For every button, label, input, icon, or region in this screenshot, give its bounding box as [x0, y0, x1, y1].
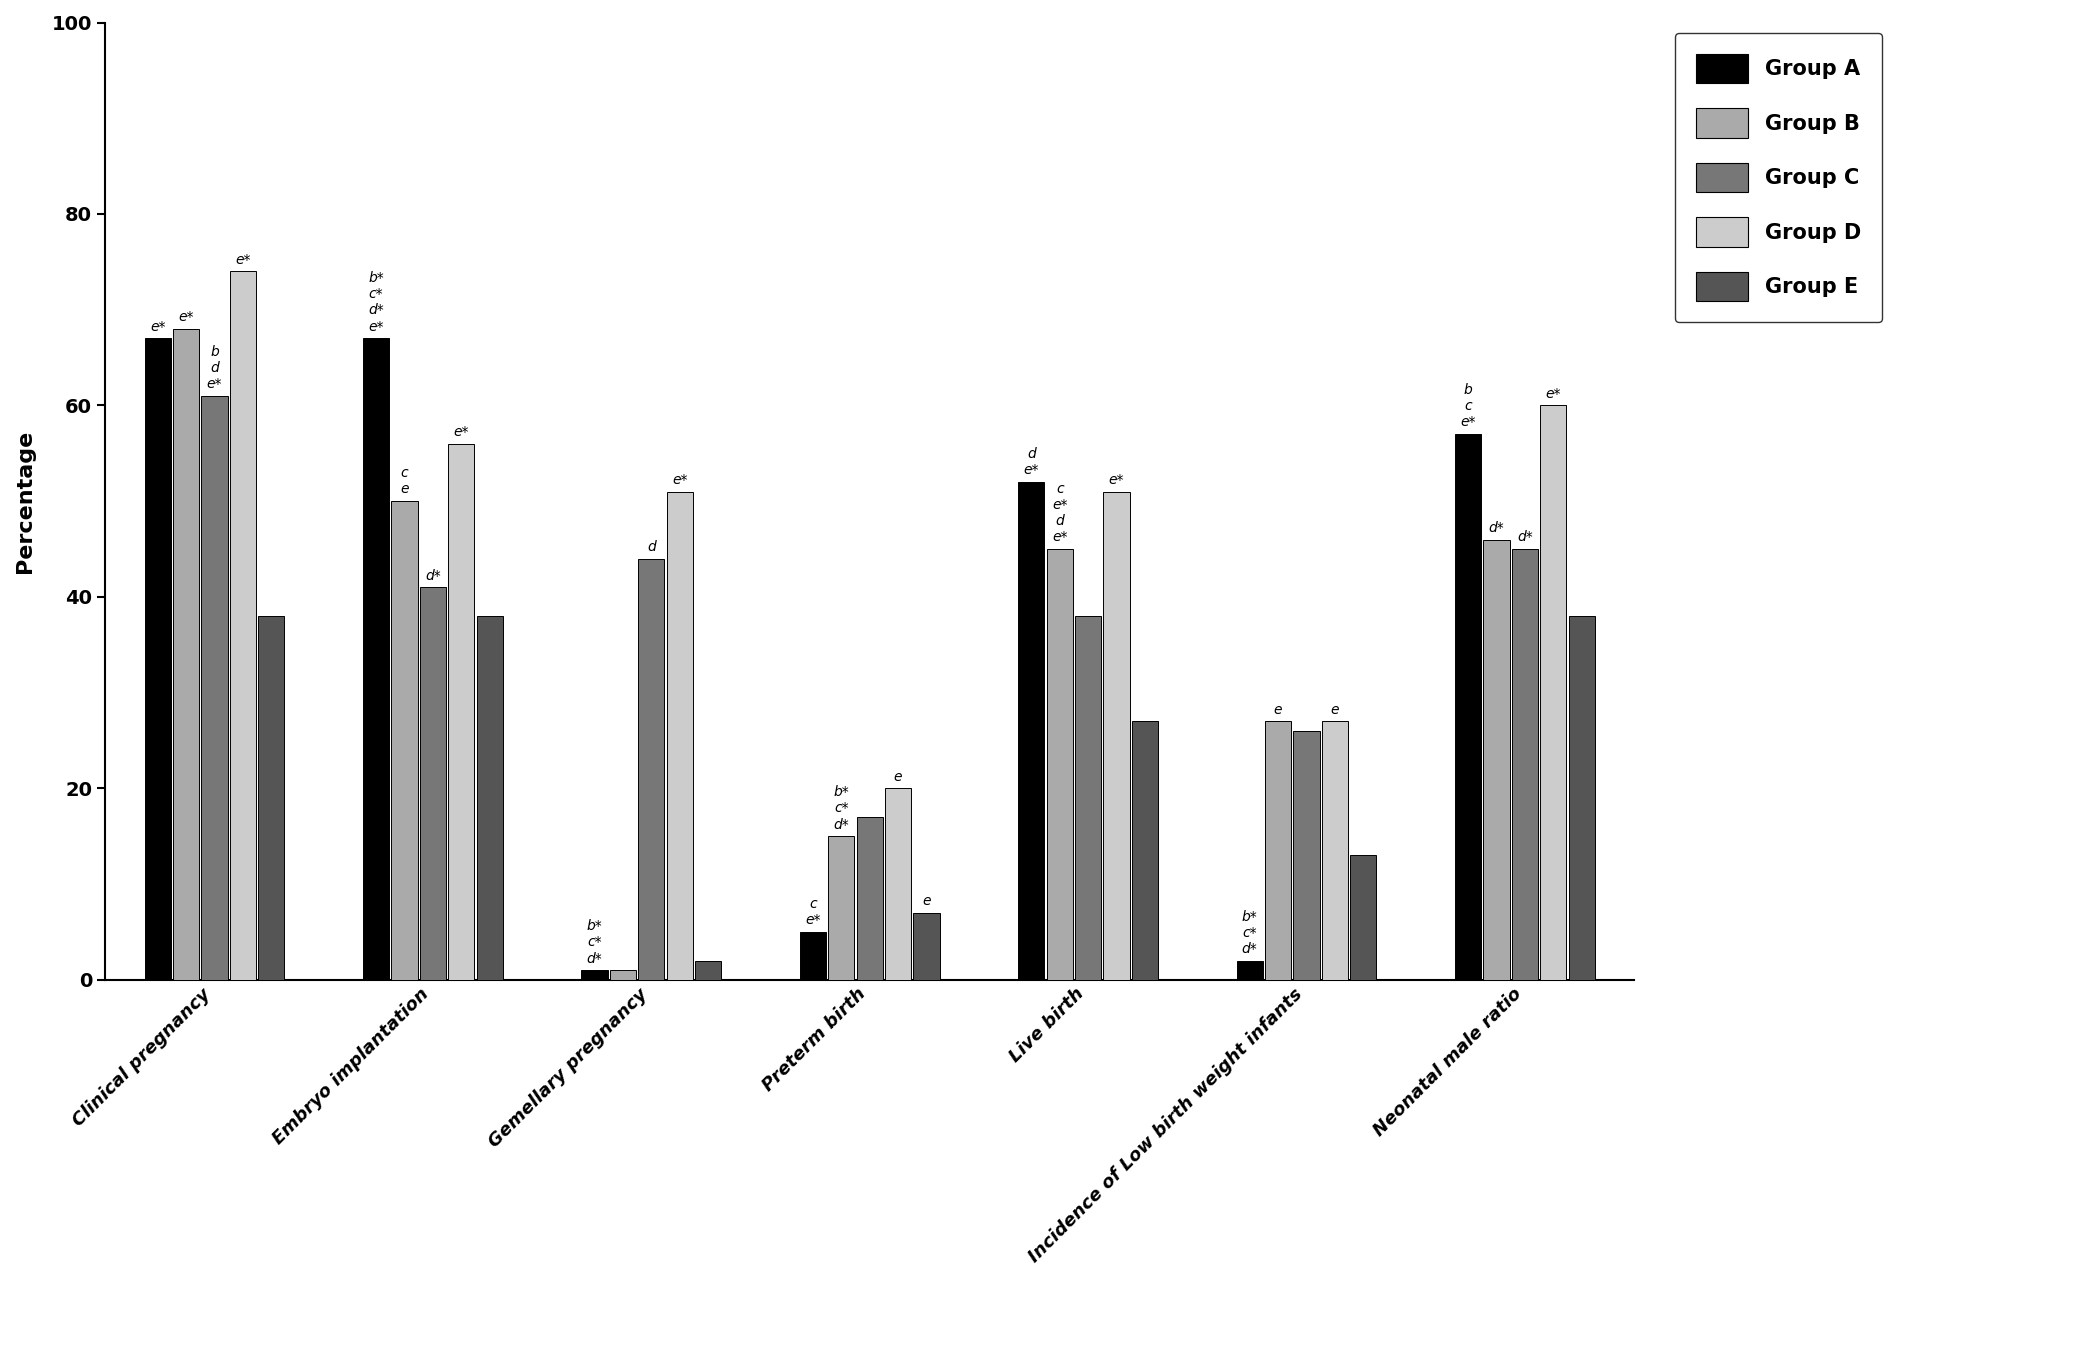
Text: e: e — [1330, 702, 1339, 717]
Bar — [1540, 406, 1567, 980]
Bar — [476, 617, 503, 980]
Y-axis label: Percentage: Percentage — [15, 430, 36, 573]
Legend: Group A, Group B, Group C, Group D, Group E: Group A, Group B, Group C, Group D, Grou… — [1676, 33, 1881, 323]
Bar — [666, 491, 693, 980]
Bar — [230, 271, 256, 980]
Bar — [1456, 434, 1481, 980]
Bar — [1293, 731, 1320, 980]
Text: b*
c*
d*: b* c* d* — [587, 919, 603, 965]
Bar — [201, 396, 228, 980]
Bar — [610, 970, 637, 980]
Bar — [145, 339, 170, 980]
Bar — [913, 913, 939, 980]
Text: e*: e* — [1108, 472, 1125, 487]
Bar — [857, 817, 882, 980]
Bar — [639, 558, 664, 980]
Bar — [696, 961, 721, 980]
Text: d*: d* — [1490, 521, 1504, 535]
Text: e*: e* — [672, 472, 687, 487]
Text: b*
c*
d*
e*: b* c* d* e* — [369, 271, 383, 333]
Text: e*: e* — [453, 425, 469, 440]
Bar — [1236, 961, 1263, 980]
Text: b*
c*
d*: b* c* d* — [834, 785, 848, 832]
Bar — [1569, 617, 1594, 980]
Text: e*: e* — [151, 320, 166, 333]
Text: d: d — [647, 540, 656, 554]
Text: b
d
e*: b d e* — [207, 344, 222, 391]
Bar — [1322, 721, 1347, 980]
Text: e: e — [895, 770, 903, 784]
Bar — [362, 339, 390, 980]
Bar — [1513, 548, 1538, 980]
Bar — [448, 444, 473, 980]
Text: d*: d* — [425, 569, 440, 583]
Bar — [1104, 491, 1129, 980]
Text: e*: e* — [178, 310, 195, 324]
Bar — [258, 617, 285, 980]
Bar — [884, 788, 911, 980]
Bar — [828, 836, 855, 980]
Text: e*: e* — [1546, 387, 1561, 400]
Bar — [174, 329, 199, 980]
Text: c
e*: c e* — [804, 897, 821, 927]
Bar — [392, 501, 417, 980]
Bar — [419, 588, 446, 980]
Bar — [1048, 548, 1073, 980]
Text: e: e — [1274, 702, 1282, 717]
Text: b*
c*
d*: b* c* d* — [1242, 909, 1257, 955]
Text: b
c
e*: b c e* — [1460, 382, 1475, 430]
Text: e*: e* — [235, 253, 251, 267]
Text: d
e*: d e* — [1024, 446, 1039, 478]
Bar — [1131, 721, 1159, 980]
Text: e: e — [922, 894, 930, 908]
Text: d*: d* — [1517, 531, 1534, 544]
Bar — [1075, 617, 1102, 980]
Bar — [800, 932, 825, 980]
Bar — [1483, 539, 1510, 980]
Bar — [1265, 721, 1291, 980]
Bar — [582, 970, 608, 980]
Bar — [1349, 856, 1376, 980]
Text: c
e: c e — [400, 467, 409, 497]
Bar — [1018, 482, 1043, 980]
Text: c
e*
d
e*: c e* d e* — [1052, 482, 1068, 544]
